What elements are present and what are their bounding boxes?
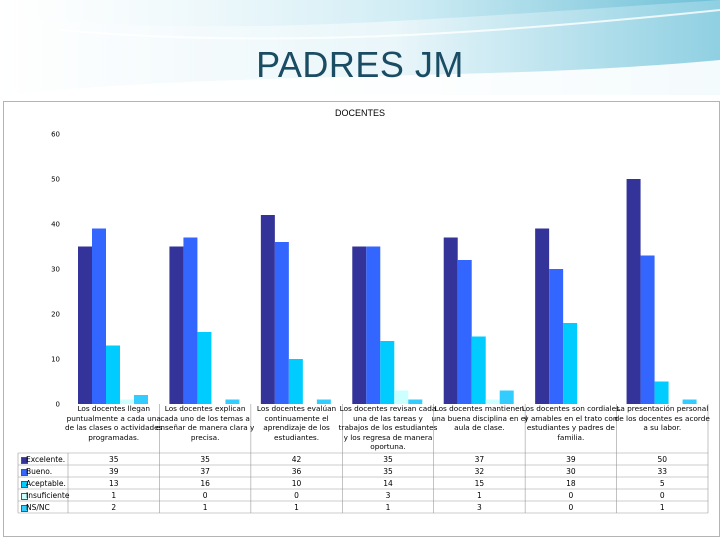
table-cell: 30 bbox=[566, 466, 576, 476]
table-cell: 2 bbox=[111, 502, 117, 512]
category-label: Los docentes explican cada uno de los te… bbox=[155, 404, 255, 442]
legend-label: Aceptable. bbox=[26, 478, 66, 488]
table-cell: 13 bbox=[108, 478, 119, 488]
bar-0-0 bbox=[78, 246, 92, 404]
table-cell: 39 bbox=[566, 454, 576, 464]
bar-2-1 bbox=[197, 332, 212, 404]
table-cell: 35 bbox=[108, 454, 119, 464]
table-cell: 5 bbox=[659, 478, 665, 488]
table-cell: 0 bbox=[202, 490, 208, 500]
y-tick-label: 50 bbox=[51, 176, 60, 184]
table-cell: 15 bbox=[474, 478, 485, 488]
bar-0-5 bbox=[535, 228, 550, 404]
category-label: Los docentes mantienen una buena discipl… bbox=[431, 404, 528, 433]
legend-label: Excelente. bbox=[26, 454, 66, 464]
bar-2-3 bbox=[380, 341, 395, 404]
legend-key bbox=[21, 492, 28, 500]
bar-3-3 bbox=[394, 390, 409, 404]
table-cell: 42 bbox=[291, 454, 302, 464]
category-label: Los docentes son cordiales y amables en … bbox=[521, 404, 620, 442]
bar-0-2 bbox=[260, 215, 275, 404]
table-cell: 37 bbox=[200, 466, 210, 476]
category-label: La presentación personal de los docentes… bbox=[614, 404, 710, 433]
y-tick-label: 20 bbox=[51, 311, 60, 319]
table-cell: 39 bbox=[108, 466, 119, 476]
category-label: Los docentes revisan cada una de las tar… bbox=[338, 404, 438, 452]
legend-label: Bueno. bbox=[26, 466, 53, 476]
table-cell: 3 bbox=[385, 490, 391, 500]
bar-0-6 bbox=[626, 179, 641, 404]
bar-1-6 bbox=[640, 255, 655, 404]
bar-4-0 bbox=[134, 395, 148, 404]
table-cell: 36 bbox=[291, 466, 302, 476]
table-cell: 37 bbox=[474, 454, 485, 464]
legend-key bbox=[21, 456, 28, 464]
table-cell: 1 bbox=[477, 490, 482, 500]
legend-key bbox=[21, 468, 28, 476]
table-cell: 35 bbox=[200, 454, 210, 464]
bar-2-4 bbox=[471, 336, 486, 404]
table-cell: 0 bbox=[568, 490, 574, 500]
bar-1-0 bbox=[92, 228, 106, 404]
table-cell: 33 bbox=[657, 466, 668, 476]
header-banner bbox=[0, 0, 720, 95]
bar-4-3 bbox=[408, 399, 423, 404]
table-cell: 32 bbox=[474, 466, 485, 476]
category-label: Los docentes llegan puntualmente a cada … bbox=[64, 404, 163, 442]
bar-4-4 bbox=[499, 390, 514, 404]
table-cell: 1 bbox=[111, 490, 117, 500]
legend-key bbox=[21, 504, 28, 512]
table-cell: 1 bbox=[385, 502, 391, 512]
bar-1-3 bbox=[366, 246, 381, 404]
table-cell: 0 bbox=[294, 490, 299, 500]
table-cell: 10 bbox=[291, 478, 302, 488]
bar-4-6 bbox=[682, 399, 697, 404]
bar-3-0 bbox=[120, 399, 134, 404]
y-tick-label: 40 bbox=[51, 221, 60, 229]
legend-key bbox=[21, 480, 28, 488]
y-tick-label: 10 bbox=[51, 356, 60, 364]
bar-1-4 bbox=[457, 260, 472, 404]
table-cell: 1 bbox=[659, 502, 665, 512]
table-cell: 35 bbox=[383, 454, 393, 464]
bar-3-4 bbox=[485, 399, 500, 404]
slide-title: PADRES JM bbox=[256, 44, 464, 85]
category-label: Los docentes evalúan continuamente el ap… bbox=[256, 404, 337, 442]
table-cell: 18 bbox=[566, 478, 576, 488]
table-cell: 16 bbox=[200, 478, 210, 488]
table-cell: 50 bbox=[657, 454, 668, 464]
bar-0-3 bbox=[352, 246, 367, 404]
bar-2-2 bbox=[288, 359, 303, 404]
table-cell: 35 bbox=[383, 466, 393, 476]
chart-title: DOCENTES bbox=[334, 108, 385, 118]
bar-4-2 bbox=[316, 399, 331, 404]
bar-0-4 bbox=[443, 237, 458, 404]
table-cell: 0 bbox=[659, 490, 665, 500]
legend-label: Insuficiente bbox=[26, 490, 70, 500]
table-cell: 3 bbox=[477, 502, 482, 512]
bar-4-1 bbox=[225, 399, 240, 404]
table-cell: 14 bbox=[383, 478, 393, 488]
table-cell: 1 bbox=[294, 502, 299, 512]
bar-1-5 bbox=[549, 269, 564, 404]
bar-1-1 bbox=[183, 237, 198, 404]
bar-1-2 bbox=[274, 242, 289, 404]
bar-2-6 bbox=[654, 381, 669, 404]
y-tick-label: 0 bbox=[56, 401, 60, 409]
y-tick-label: 60 bbox=[51, 131, 60, 139]
bar-2-5 bbox=[563, 323, 578, 404]
bar-0-1 bbox=[169, 246, 184, 404]
y-tick-label: 30 bbox=[51, 266, 60, 274]
legend-label: NS/NC bbox=[26, 502, 50, 512]
table-cell: 0 bbox=[568, 502, 574, 512]
table-cell: 1 bbox=[202, 502, 208, 512]
bar-2-0 bbox=[106, 345, 120, 404]
